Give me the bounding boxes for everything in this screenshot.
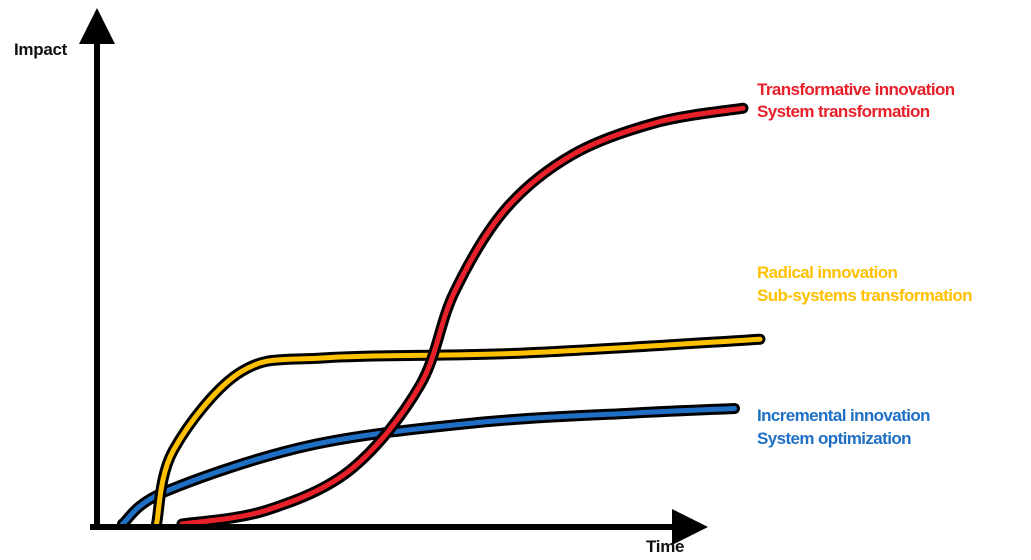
legend-radical-line-1: Radical innovation bbox=[757, 263, 898, 282]
series-transformative-line bbox=[179, 105, 746, 527]
legend-radical-line-2: Sub-systems transformation bbox=[757, 286, 973, 305]
legend-transformative-line-2: System transformation bbox=[757, 102, 930, 121]
y-axis-label: Impact bbox=[14, 40, 67, 59]
legend-transformative-line-1: Transformative innovation bbox=[757, 80, 955, 99]
legend-incremental-line-1: Incremental innovation bbox=[757, 406, 930, 425]
series-incremental-line bbox=[120, 406, 737, 527]
x-axis-label: Time bbox=[646, 537, 685, 556]
series-radical-line bbox=[154, 336, 763, 527]
legend-incremental-line-2: System optimization bbox=[757, 429, 912, 448]
